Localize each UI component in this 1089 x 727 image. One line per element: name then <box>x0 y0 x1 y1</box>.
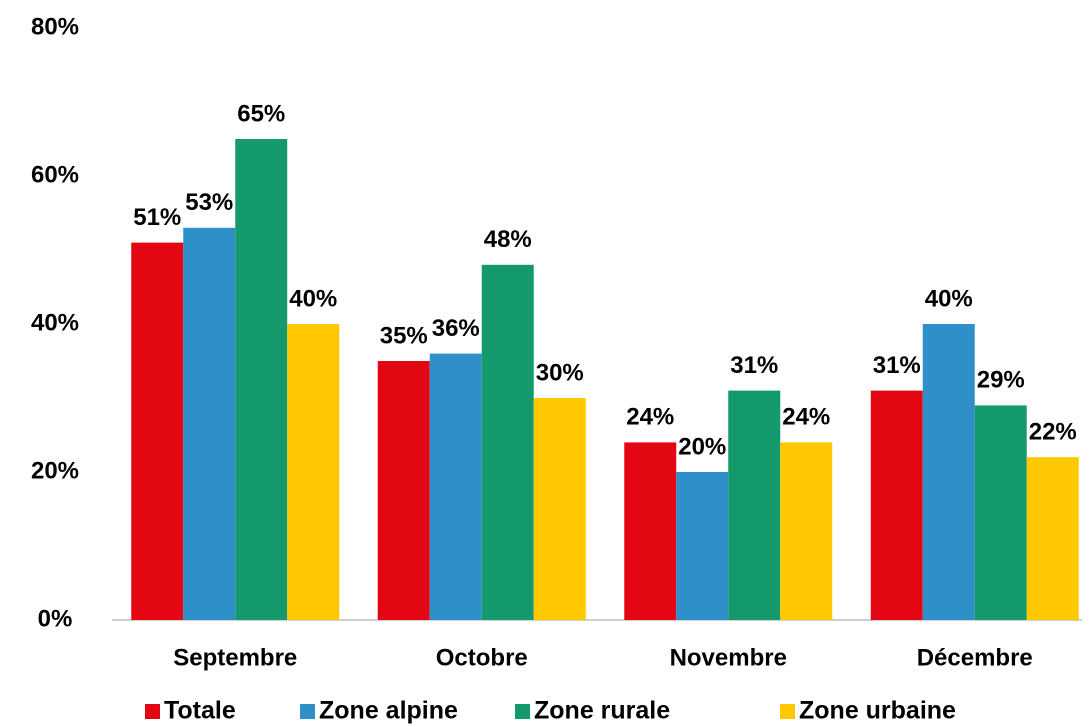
legend-label: Zone urbaine <box>799 697 956 725</box>
bar <box>922 324 975 620</box>
data-label: 30% <box>536 359 584 386</box>
y-tick-label: 0% <box>38 605 73 632</box>
data-label: 36% <box>432 315 480 342</box>
bar <box>974 405 1027 620</box>
bar <box>1026 457 1079 620</box>
y-tick-label: 20% <box>31 457 79 484</box>
bar <box>429 353 482 620</box>
legend-label: Zone alpine <box>319 697 458 725</box>
bar <box>870 390 923 620</box>
bar <box>676 472 729 620</box>
legend-label: Totale <box>164 697 236 725</box>
bar <box>131 242 184 620</box>
legend-swatch <box>300 704 315 719</box>
data-label: 53% <box>185 189 233 216</box>
data-label: 65% <box>237 100 285 127</box>
x-tick-label: Décembre <box>917 644 1033 671</box>
y-tick-label: 60% <box>31 161 79 188</box>
data-label: 20% <box>678 433 726 460</box>
bar <box>780 442 833 620</box>
legend-swatch <box>780 704 795 719</box>
data-label: 31% <box>730 352 778 379</box>
bar <box>728 390 781 620</box>
data-label: 31% <box>873 352 921 379</box>
y-tick-label: 80% <box>31 13 79 40</box>
data-label: 24% <box>782 404 830 431</box>
bar <box>377 361 430 620</box>
data-label: 29% <box>977 367 1025 394</box>
data-label: 35% <box>380 322 428 349</box>
x-tick-label: Novembre <box>670 644 787 671</box>
data-label: 22% <box>1029 419 1077 446</box>
data-label: 48% <box>484 226 532 253</box>
x-tick-label: Septembre <box>173 644 297 671</box>
bar <box>624 442 677 620</box>
data-label: 40% <box>925 285 973 312</box>
data-label: 40% <box>289 285 337 312</box>
legend-swatch <box>515 704 530 719</box>
legend-label: Zone rurale <box>534 697 670 725</box>
bar <box>183 227 236 621</box>
data-label: 51% <box>133 204 181 231</box>
y-tick-label: 40% <box>31 309 79 336</box>
bar <box>235 139 288 620</box>
data-label: 24% <box>626 404 674 431</box>
legend-swatch <box>145 704 160 719</box>
bar <box>533 398 586 620</box>
bar <box>481 264 534 620</box>
bar <box>287 324 340 620</box>
x-tick-label: Octobre <box>436 644 528 671</box>
